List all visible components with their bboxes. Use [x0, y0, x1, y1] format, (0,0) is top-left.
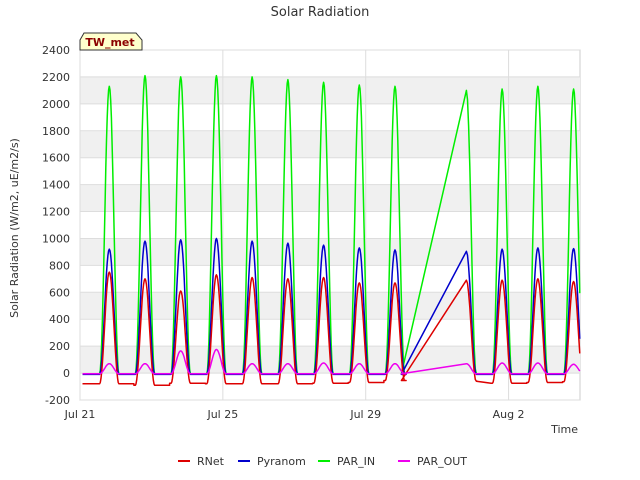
- y-tick-label: 0: [63, 367, 70, 380]
- grid-band: [80, 238, 580, 266]
- y-tick-label: 400: [49, 313, 70, 326]
- y-tick-label: 1000: [42, 232, 70, 245]
- x-tick-label: Jul 29: [349, 408, 381, 421]
- legend-label: RNet: [197, 455, 225, 468]
- legend-label: PAR_IN: [337, 455, 375, 468]
- y-tick-label: 1400: [42, 179, 70, 192]
- series-layer: [82, 74, 581, 386]
- x-tick-label: Jul 25: [206, 408, 238, 421]
- grid-band: [80, 184, 580, 212]
- y-tick-label: 2000: [42, 98, 70, 111]
- y-tick-label: 1800: [42, 125, 70, 138]
- legend-label: PAR_OUT: [417, 455, 467, 468]
- plot-background: [79, 49, 581, 401]
- x-axis-ticks: Jul 21 Jul 25 Jul 29 Aug 2: [64, 408, 525, 421]
- site-badge-box: [79, 32, 143, 51]
- y-tick-label: 800: [49, 259, 70, 272]
- site-badge: TW_met: [79, 32, 143, 51]
- chart-title: Solar Radiation: [271, 5, 370, 20]
- y-tick-label: 2200: [42, 71, 70, 84]
- y-tick-label: 200: [49, 340, 70, 353]
- grid-band: [80, 76, 580, 104]
- x-axis-label: Time: [550, 423, 578, 436]
- y-tick-label: -200: [45, 394, 70, 407]
- legend: RNet Pyranom PAR_IN PAR_OUT: [178, 455, 467, 468]
- site-badge-text: TW_met: [85, 36, 134, 49]
- y-axis-ticks: -200 0 200 400 600 800 1000 1200 1400 1600 1800 200…: [42, 44, 70, 407]
- x-tick-label: Jul 21: [64, 408, 96, 421]
- grid-band: [80, 130, 580, 158]
- series-line-rnet: [82, 271, 581, 386]
- legend-label: Pyranom: [257, 455, 306, 468]
- x-tick-label: Aug 2: [493, 408, 525, 421]
- series-line-par-out: [82, 348, 581, 375]
- y-axis-label: Solar Radiation (W/m2, uE/m2/s): [8, 138, 21, 318]
- y-tick-label: 1600: [42, 152, 70, 165]
- y-tick-label: 2400: [42, 44, 70, 57]
- y-tick-label: 600: [49, 286, 70, 299]
- y-tick-label: 1200: [42, 206, 70, 219]
